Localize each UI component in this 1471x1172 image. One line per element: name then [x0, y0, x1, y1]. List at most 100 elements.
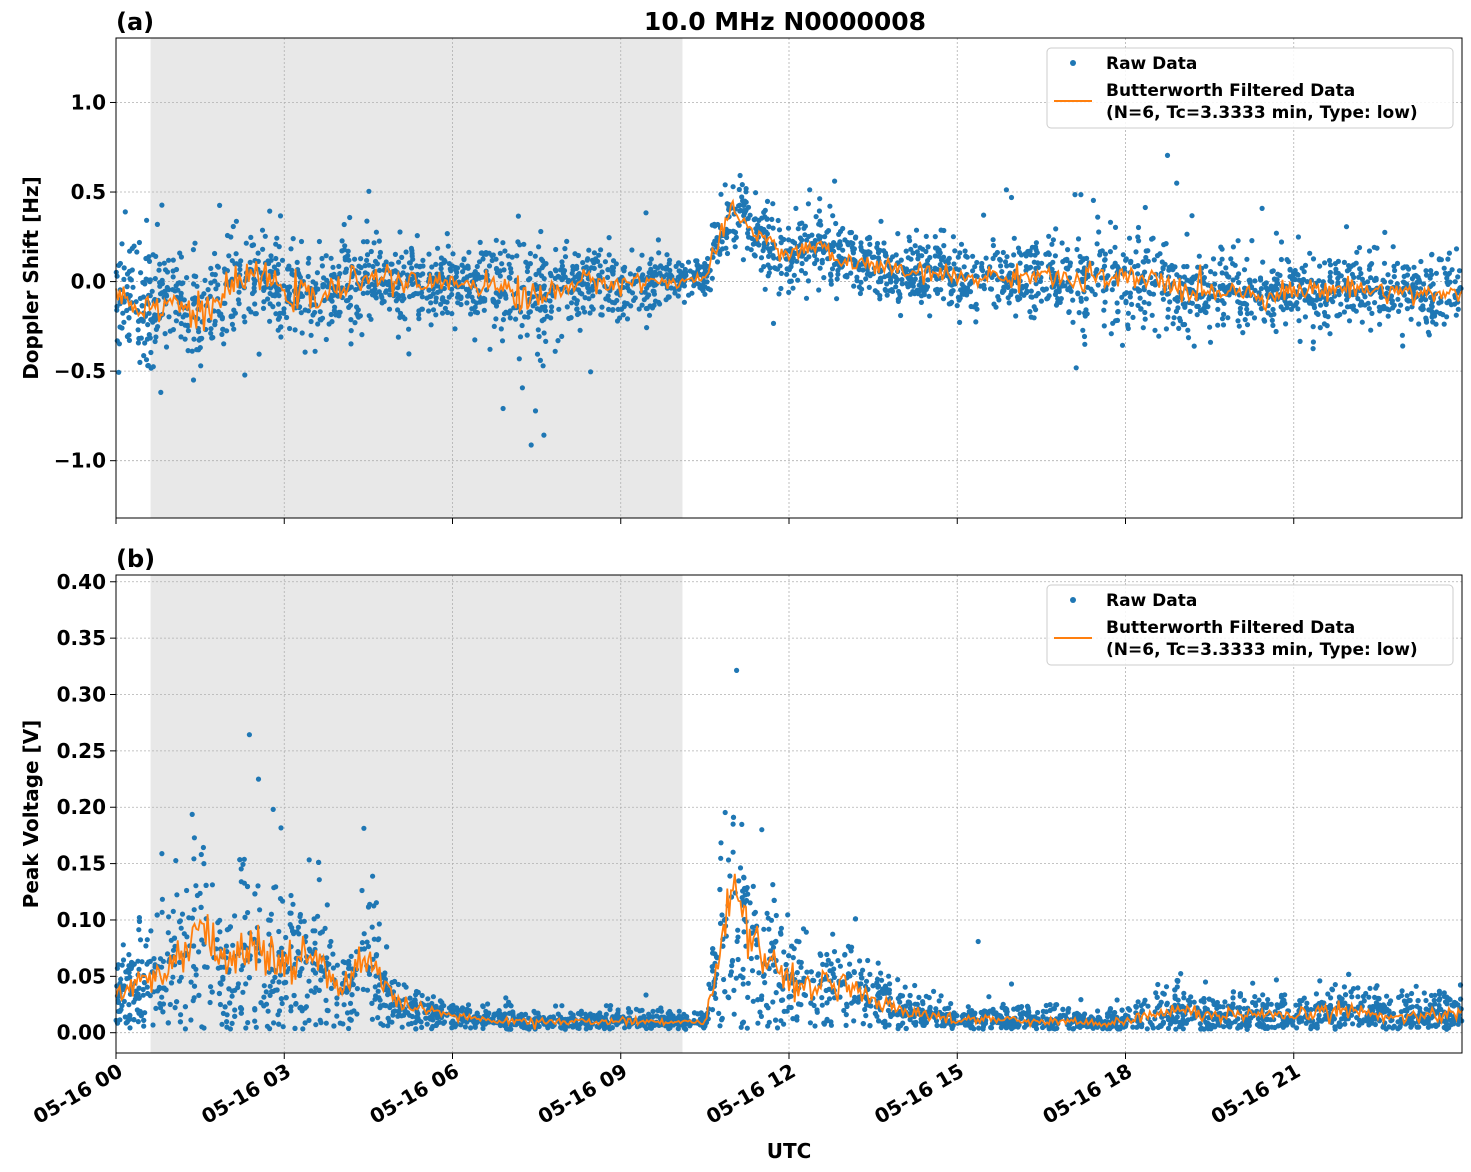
raw-point [1017, 260, 1023, 266]
raw-point [276, 928, 282, 935]
raw-point [364, 252, 371, 258]
raw-point [555, 338, 561, 344]
raw-point [226, 253, 232, 259]
raw-point [1114, 317, 1121, 323]
raw-point [1366, 306, 1372, 312]
raw-point [315, 913, 321, 919]
raw-point [490, 252, 496, 258]
raw-point [1295, 272, 1301, 278]
raw-point [1259, 205, 1265, 211]
raw-point [629, 247, 635, 253]
raw-point [761, 244, 767, 251]
raw-point [409, 265, 415, 271]
raw-point [448, 268, 454, 274]
raw-point [1070, 297, 1076, 303]
raw-point [781, 949, 787, 955]
raw-point [1310, 256, 1317, 262]
raw-point [503, 293, 509, 299]
raw-point [1280, 307, 1286, 313]
raw-point [1396, 308, 1402, 314]
raw-point [458, 295, 464, 302]
raw-point [191, 995, 197, 1001]
raw-point [636, 306, 642, 312]
raw-point [1128, 260, 1134, 266]
raw-point [646, 312, 653, 318]
raw-point [266, 260, 272, 267]
raw-point [399, 1024, 405, 1030]
raw-point [1149, 312, 1155, 318]
raw-point [1049, 241, 1055, 247]
raw-point [588, 369, 594, 375]
raw-point [1369, 261, 1375, 267]
raw-point [277, 213, 284, 219]
raw-point [1166, 264, 1172, 271]
raw-point [343, 269, 349, 275]
raw-point [178, 925, 184, 931]
raw-point [252, 278, 258, 284]
raw-point [842, 237, 848, 243]
raw-point [854, 278, 860, 284]
raw-point [196, 949, 202, 955]
raw-point [856, 284, 863, 290]
raw-point [250, 242, 257, 248]
raw-point [606, 235, 612, 241]
raw-point [1101, 323, 1107, 329]
raw-point [542, 308, 549, 314]
raw-point [232, 1007, 238, 1013]
raw-point [299, 330, 305, 336]
raw-point [1228, 256, 1234, 262]
raw-point [867, 241, 873, 247]
raw-point [1123, 257, 1129, 263]
raw-point [796, 959, 802, 965]
raw-point [874, 289, 880, 295]
raw-point [718, 840, 724, 846]
raw-point [1368, 275, 1374, 281]
raw-point [1141, 287, 1147, 293]
raw-point [887, 288, 893, 294]
raw-point [1040, 286, 1046, 292]
raw-point [644, 294, 650, 300]
raw-point [537, 357, 544, 363]
raw-point [957, 250, 963, 256]
raw-point [863, 276, 869, 282]
raw-point [465, 263, 471, 269]
raw-point [1374, 245, 1380, 251]
raw-point [819, 260, 825, 266]
raw-point [1138, 306, 1144, 312]
raw-point [752, 216, 759, 222]
raw-point [1317, 325, 1323, 331]
raw-point [218, 311, 224, 317]
raw-point [386, 306, 393, 312]
raw-point [1322, 260, 1328, 266]
raw-point [196, 329, 202, 335]
raw-point [177, 250, 183, 256]
raw-point [989, 274, 995, 280]
raw-point [1406, 266, 1412, 272]
raw-point [842, 952, 848, 958]
raw-point [631, 297, 637, 303]
raw-point [502, 248, 508, 254]
raw-point [1244, 256, 1250, 262]
raw-point [1105, 273, 1111, 279]
raw-point [606, 306, 612, 312]
raw-point [373, 295, 379, 301]
raw-point [1135, 263, 1141, 269]
raw-point [806, 233, 812, 240]
raw-point [962, 248, 968, 254]
raw-point [194, 347, 200, 353]
raw-point [1150, 235, 1156, 241]
raw-point [1079, 269, 1086, 275]
raw-point [185, 348, 191, 354]
raw-point [304, 993, 310, 999]
raw-point [144, 336, 150, 342]
raw-point [1221, 311, 1227, 317]
raw-point [127, 1025, 133, 1031]
raw-point [319, 929, 325, 935]
raw-point [613, 261, 619, 267]
raw-point [221, 300, 227, 306]
raw-point [1082, 341, 1088, 347]
raw-point [409, 250, 415, 257]
raw-point [461, 256, 467, 262]
raw-point [535, 327, 541, 333]
raw-point [1423, 272, 1430, 278]
